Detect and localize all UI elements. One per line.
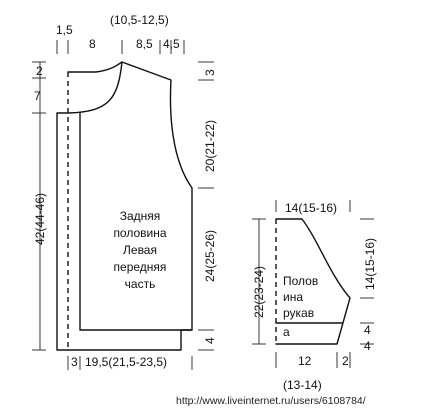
sleeve-height-label: 14(15-16) <box>363 238 377 290</box>
top-left-margin-label: 1,5 <box>56 23 73 37</box>
watermark-url: http://www.liveinternet.ru/users/6108784… <box>176 395 366 407</box>
top-left-width-label: 8 <box>89 37 96 51</box>
sleeve-name-line-3: рукав <box>283 306 314 320</box>
sleeve-length-label: 22(23-24) <box>252 266 266 318</box>
sleeve-outline <box>275 218 351 345</box>
sleeve-name-line-4: а <box>283 325 290 339</box>
sleeve-bottom-side-label: 2 <box>342 354 349 368</box>
sleeve-top-width-label: 14(15-16) <box>285 201 337 215</box>
front-band-line <box>79 112 193 331</box>
sleeve-bottom-width-alt-label: (13-14) <box>283 378 322 392</box>
body-labels: 1,5 8 (10,5-12,5) 8,5 4,5 2 7 42(44-46) … <box>33 13 217 369</box>
top-shoulder-label: 8,5 <box>136 37 153 51</box>
right-shoulder-drop-label: 3 <box>203 69 217 76</box>
piece-name-line-3: Левая <box>123 243 157 257</box>
body-left-dimensions <box>32 61 46 351</box>
body-bottom-dimensions <box>67 356 193 370</box>
left-total-length-label: 42(44-46) <box>33 193 47 245</box>
body-outline <box>56 61 193 351</box>
piece-name-line-2: половина <box>113 226 166 240</box>
sleeve-cuff-label: 4 <box>364 323 371 337</box>
piece-name-line-4: передняя <box>114 260 167 274</box>
piece-name-line-5: часть <box>125 277 156 291</box>
bottom-left-margin-label: 3 <box>71 355 78 369</box>
top-neck-label: (10,5-12,5) <box>110 13 169 27</box>
body-top-dimensions <box>56 40 185 54</box>
top-shoulder-alt-label: 4,5 <box>163 37 180 51</box>
sleeve-name-line-1: Полов <box>283 274 318 288</box>
piece-name-line-1: Задняя <box>120 209 161 223</box>
right-armhole-label: 20(21-22) <box>203 120 217 172</box>
left-neck-depth-label: 7 <box>34 89 41 103</box>
body-right-dimensions <box>198 61 214 351</box>
sleeve-dimensions <box>252 200 374 368</box>
right-side-label: 24(25-26) <box>203 230 217 282</box>
sleeve-piece <box>275 218 351 345</box>
sleeve-cuff-alt-label: 4 <box>364 339 371 353</box>
sleeve-bottom-width-label: 12 <box>298 354 312 368</box>
body-piece <box>56 61 193 351</box>
right-hem-label: 4 <box>203 337 217 344</box>
bottom-width-label: 19,5(21,5-23,5) <box>85 355 167 369</box>
sleeve-labels: 14(15-16) 22(23-24) 14(15-16) 4 4 12 (13… <box>252 201 377 392</box>
sleeve-name-line-2: ина <box>283 290 303 304</box>
left-top-small-label: 2 <box>36 64 43 78</box>
